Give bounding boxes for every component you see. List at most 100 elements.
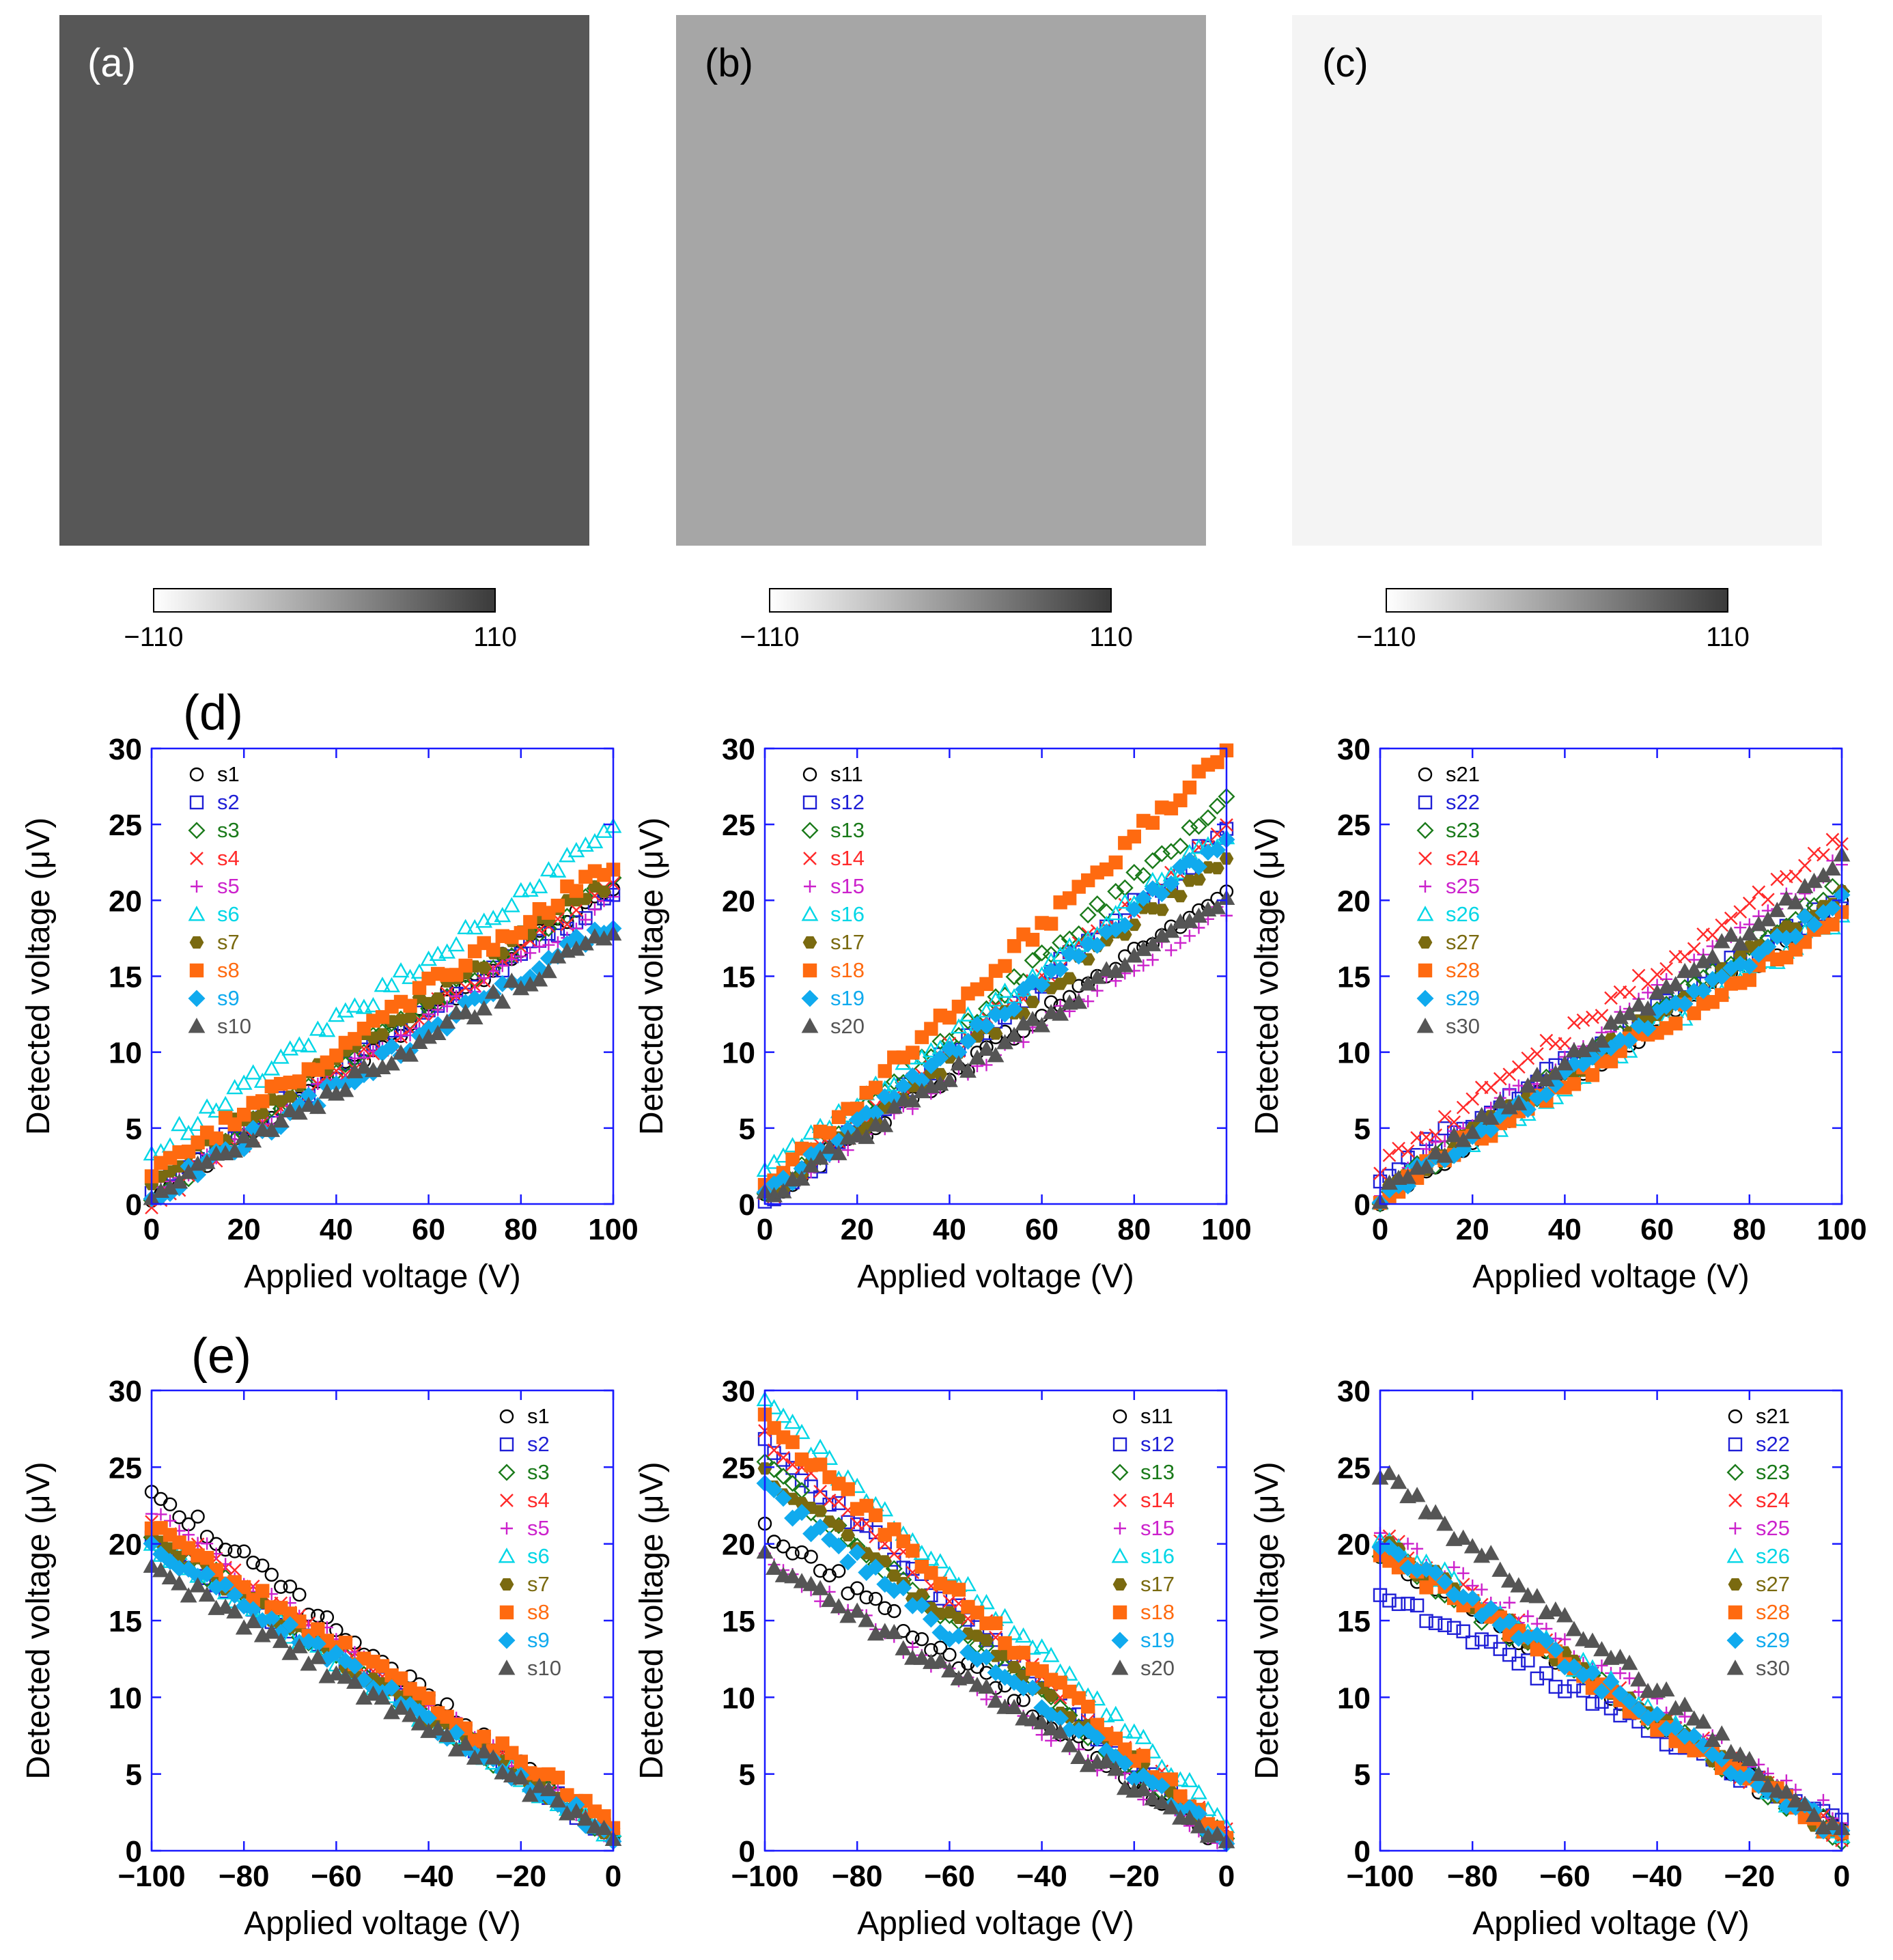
- marker-s20: [793, 1573, 811, 1588]
- marker-s30: [1510, 1095, 1528, 1110]
- legend-marker-s4: [190, 852, 204, 865]
- panel-label-c: (c): [1322, 41, 1369, 85]
- marker-s19: [867, 1558, 884, 1576]
- marker-s24: [1770, 872, 1784, 886]
- marker-s8: [255, 1584, 270, 1598]
- legend-label-s12: s12: [1140, 1432, 1175, 1456]
- marker-s29: [1381, 1539, 1399, 1556]
- marker-s19: [1116, 916, 1134, 934]
- marker-s19: [1153, 885, 1170, 903]
- marker-s29: [1639, 1020, 1657, 1037]
- marker-s15: [841, 1144, 854, 1157]
- marker-s20: [1024, 1711, 1041, 1726]
- legend-marker-s14: [803, 852, 817, 865]
- marker-s30: [1750, 1765, 1767, 1781]
- marker-s20: [802, 1576, 819, 1591]
- y-tick-label: 10: [109, 1037, 142, 1070]
- marker-s19: [931, 1049, 949, 1067]
- marker-s25: [1401, 1537, 1414, 1550]
- x-tick-label: −100: [1346, 1860, 1414, 1893]
- marker-s19: [1125, 900, 1143, 918]
- marker-s20: [1042, 1720, 1060, 1736]
- marker-s18: [785, 1152, 800, 1166]
- legend-marker-s5: [501, 1522, 513, 1535]
- marker-s29: [1390, 1545, 1407, 1563]
- marker-s30: [1399, 1168, 1416, 1184]
- marker-s20: [968, 1677, 986, 1692]
- marker-s29: [1741, 1766, 1758, 1784]
- marker-s8: [237, 1108, 251, 1122]
- x-tick-label: 0: [757, 1213, 773, 1246]
- marker-s17: [1025, 996, 1040, 1009]
- marker-s1: [264, 1567, 279, 1582]
- marker-s22: [1391, 1597, 1406, 1611]
- marker-s5: [164, 1514, 177, 1527]
- marker-s29: [1547, 1641, 1565, 1659]
- marker-s30: [1455, 1529, 1472, 1545]
- marker-s29: [1593, 1683, 1610, 1700]
- marker-s18: [785, 1435, 800, 1449]
- marker-s16: [1181, 1772, 1198, 1788]
- legend-label-s1: s1: [527, 1404, 550, 1428]
- marker-s20: [848, 1126, 866, 1143]
- marker-s6: [180, 1124, 197, 1140]
- marker-s30: [1547, 1065, 1565, 1080]
- legend-marker-s3: [498, 1464, 516, 1481]
- marker-s14: [767, 1443, 781, 1457]
- marker-s30: [1390, 1473, 1407, 1489]
- marker-s10: [494, 1764, 511, 1780]
- marker-s8: [209, 1131, 223, 1146]
- y-tick-label: 30: [109, 733, 142, 766]
- marker-s17: [831, 1520, 846, 1532]
- marker-s20: [959, 1062, 977, 1078]
- marker-s30: [1612, 1649, 1629, 1664]
- legend-marker-s13: [801, 822, 819, 839]
- marker-s19: [1208, 841, 1226, 858]
- marker-s29: [1649, 1705, 1666, 1723]
- marker-s20: [895, 1640, 912, 1655]
- marker-s29: [1473, 1607, 1491, 1625]
- marker-s15: [1146, 953, 1159, 966]
- marker-s24: [1817, 848, 1830, 862]
- legend-marker-s10: [498, 1660, 516, 1675]
- marker-s18: [924, 1566, 938, 1580]
- legend-label-s7: s7: [527, 1572, 550, 1596]
- legend-marker-s27: [1728, 1578, 1743, 1591]
- y-tick-label: 25: [1337, 809, 1371, 842]
- legend-label-s18: s18: [830, 958, 865, 982]
- marker-s20: [802, 1157, 819, 1173]
- marker-s29: [1759, 938, 1777, 955]
- y-tick-label: 0: [126, 1188, 142, 1222]
- marker-s20: [1181, 1809, 1198, 1825]
- y-tick-label: 0: [739, 1835, 755, 1868]
- marker-s15: [1082, 995, 1095, 1008]
- x-axis-label: Applied voltage (V): [857, 1259, 1134, 1295]
- legend-marker-s23: [1726, 1464, 1744, 1481]
- marker-s29: [1574, 1055, 1592, 1073]
- marker-s10: [244, 1132, 262, 1148]
- x-axis-label: Applied voltage (V): [857, 1905, 1134, 1942]
- marker-s6: [198, 1098, 216, 1114]
- x-tick-label: 20: [841, 1213, 874, 1246]
- y-tick-label: 5: [1354, 1112, 1371, 1146]
- x-tick-label: 100: [1201, 1213, 1251, 1246]
- legend-label-s5: s5: [217, 874, 240, 898]
- marker-s17: [988, 1027, 1003, 1040]
- chart-e-1: −100 −80 −60 −40 −20 0 0 5 10 15 20 25 30 Applied vol…: [20, 1375, 622, 1942]
- marker-s13: [1005, 968, 1023, 985]
- y-tick-label: 5: [126, 1759, 142, 1792]
- x-tick-label: −80: [1447, 1860, 1498, 1893]
- y-tick-label: 5: [126, 1112, 142, 1146]
- x-tick-label: −100: [117, 1860, 185, 1893]
- marker-s24: [1798, 858, 1812, 873]
- x-axis-label: Applied voltage (V): [1472, 1905, 1750, 1942]
- marker-s24: [1761, 893, 1775, 907]
- marker-s22: [1474, 1632, 1489, 1647]
- marker-s10: [383, 1055, 400, 1071]
- marker-s29: [1528, 1626, 1546, 1644]
- marker-s29: [1463, 1590, 1481, 1608]
- marker-s22: [1484, 1634, 1498, 1649]
- marker-s18: [970, 1606, 985, 1620]
- marker-s20: [1134, 1780, 1152, 1797]
- y-tick-label: 30: [109, 1375, 142, 1408]
